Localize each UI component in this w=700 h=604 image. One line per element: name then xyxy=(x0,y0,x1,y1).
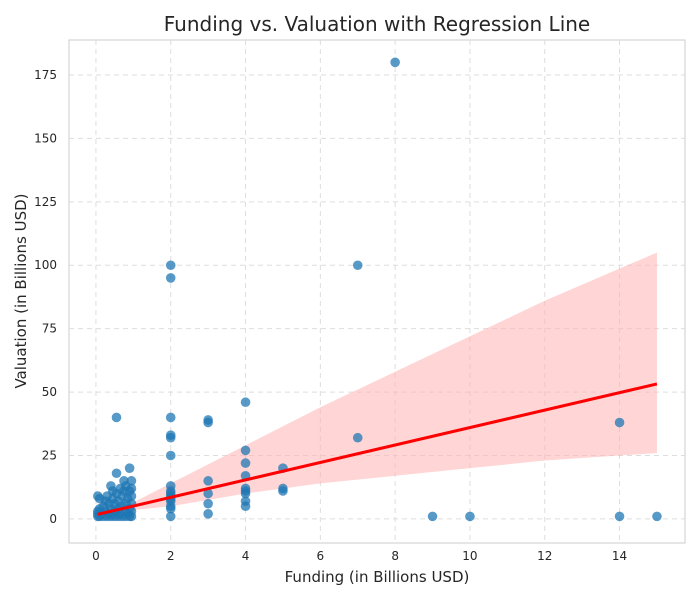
tick-labels: 0 2 4 6 8 10 12 14 0 25 50 75 100 125 150 175 xyxy=(34,68,627,563)
data-point xyxy=(240,458,251,468)
data-point xyxy=(165,450,176,461)
y-tick-label: 100 xyxy=(34,258,57,272)
data-point xyxy=(390,57,400,68)
data-point xyxy=(111,468,122,479)
data-point xyxy=(126,483,137,494)
data-point xyxy=(165,503,176,514)
x-tick-label: 2 xyxy=(167,549,175,563)
y-tick-label: 150 xyxy=(34,131,57,145)
x-tick-label: 12 xyxy=(537,549,552,563)
data-point xyxy=(352,432,363,443)
y-tick-label: 0 xyxy=(49,512,57,526)
data-point xyxy=(203,476,213,486)
data-point xyxy=(240,445,251,456)
y-tick-label: 50 xyxy=(42,385,57,399)
data-point xyxy=(124,463,135,473)
data-point xyxy=(465,511,475,522)
data-point xyxy=(427,511,438,522)
data-point xyxy=(203,509,213,519)
x-tick-label: 8 xyxy=(391,549,399,563)
x-tick-label: 14 xyxy=(612,549,627,563)
data-point xyxy=(165,260,176,271)
x-tick-label: 10 xyxy=(462,549,477,563)
data-point xyxy=(203,498,213,509)
confidence-band-area xyxy=(97,252,657,518)
data-point xyxy=(111,412,122,423)
regression-line xyxy=(97,382,658,516)
x-tick-label: 0 xyxy=(92,549,100,563)
data-point xyxy=(126,506,137,517)
data-point xyxy=(240,501,251,512)
data-point xyxy=(278,486,288,496)
data-point xyxy=(165,412,176,423)
y-tick-label: 125 xyxy=(34,195,57,209)
y-tick-label: 25 xyxy=(42,448,57,462)
data-point xyxy=(614,511,625,522)
data-point xyxy=(126,476,137,486)
data-point xyxy=(126,491,137,501)
data-point xyxy=(240,488,251,499)
x-tick-label: 6 xyxy=(317,549,325,563)
regression-line-group xyxy=(97,382,658,516)
data-point xyxy=(203,417,213,428)
confidence-band xyxy=(97,252,657,518)
data-point xyxy=(240,397,251,408)
data-point xyxy=(165,432,176,443)
y-tick-label: 175 xyxy=(34,68,57,82)
y-tick-label: 75 xyxy=(42,322,57,336)
data-point xyxy=(352,260,363,271)
data-point xyxy=(652,511,662,522)
data-point xyxy=(614,417,625,428)
y-axis-label: Valuation (in Billions USD) xyxy=(12,193,30,388)
data-point xyxy=(165,273,176,283)
data-point xyxy=(165,511,176,522)
data-point xyxy=(203,488,213,499)
x-axis-label: Funding (in Billions USD) xyxy=(285,568,470,586)
chart-title: Funding vs. Valuation with Regression Li… xyxy=(164,12,590,36)
x-tick-label: 4 xyxy=(242,549,250,563)
